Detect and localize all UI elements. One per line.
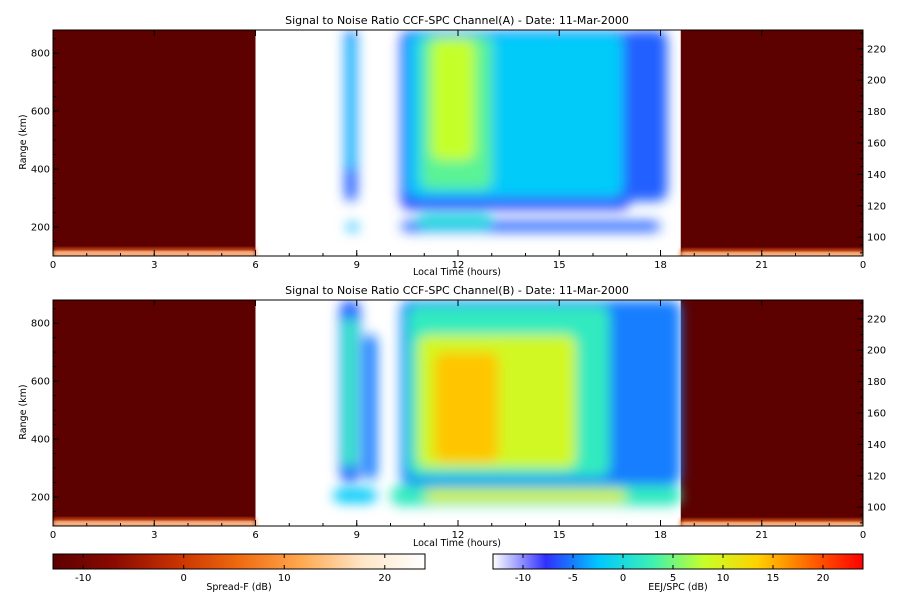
colorbar-tick-label: 0 [620, 573, 626, 584]
colorbar-tick-label: 20 [378, 573, 391, 584]
colorbar-spread-f-label: Spread-F (dB) [206, 582, 271, 593]
heatmap-body [53, 30, 863, 256]
night-region [53, 30, 256, 256]
x-tick-label: 21 [755, 530, 768, 541]
x-tick-label: 0 [50, 260, 56, 271]
y2-tick-label: 100 [867, 233, 886, 244]
echo-layer [344, 30, 668, 232]
y-tick-label: 800 [31, 49, 50, 60]
colorbar-tick-label: -5 [568, 573, 578, 584]
panel-b-plot: 0 3 6 9 12 15 18 21 0 200 400 600 800 100 120 140 160 180… [31, 299, 886, 541]
y2-tick-label: 220 [867, 314, 886, 325]
spread-f-streak-core [680, 252, 863, 256]
colorbar-spread-f: Spread-F (dB) -10 0 10 20 [52, 553, 426, 593]
panel-a-plot: 0 3 6 9 12 15 18 21 0 200 400 600 800 100 120 140 160 180… [31, 29, 886, 271]
y2-tick-label: 140 [867, 440, 886, 451]
echo-region [343, 317, 357, 469]
night-region [53, 300, 256, 526]
x-tick-label: 12 [452, 260, 465, 271]
echo-layer [333, 300, 681, 506]
x-tick-label: 9 [354, 530, 360, 541]
y-tick-label: 400 [31, 165, 50, 176]
y-tick-label: 200 [31, 223, 50, 234]
colorbar-tick-label: 20 [817, 573, 830, 584]
x-tick-label: 0 [860, 530, 866, 541]
y2-tick-label: 180 [867, 107, 886, 118]
colorbar-eej-spc-bar [492, 553, 864, 570]
x-tick-label: 15 [553, 530, 566, 541]
echo-region [333, 488, 377, 503]
x-tick-label: 3 [151, 260, 157, 271]
x-tick-label: 6 [252, 530, 258, 541]
echo-region [347, 35, 355, 170]
echo-region [363, 334, 377, 480]
x-tick-label: 18 [654, 530, 667, 541]
y2-tick-label: 180 [867, 377, 886, 388]
panel-channel-a: Signal to Noise Ratio CCF-SPC Channel(A)… [18, 14, 886, 278]
panel-b-ylabel: Range (km) [18, 384, 29, 439]
y2-tick-label: 120 [867, 471, 886, 482]
colorbar-spread-f-bar [52, 553, 426, 570]
night-region [680, 300, 863, 526]
colorbar-tick-label: 15 [767, 573, 780, 584]
y2-tick-label: 100 [867, 503, 886, 514]
colorbar-tick-label: 10 [278, 573, 291, 584]
colorbar-tick-label: -10 [75, 573, 91, 584]
y-tick-label: 800 [31, 319, 50, 330]
echo-region [417, 213, 492, 229]
colorbar-tick-label: 10 [717, 573, 730, 584]
y2-tick-label: 200 [867, 346, 886, 357]
echo-region [623, 30, 668, 201]
y-tick-label: 400 [31, 435, 50, 446]
y2-tick-label: 160 [867, 139, 886, 150]
echo-region [431, 38, 475, 161]
x-tick-label: 0 [50, 530, 56, 541]
panel-a-title: Signal to Noise Ratio CCF-SPC Channel(A)… [285, 14, 629, 27]
x-tick-label: 15 [553, 260, 566, 271]
heatmap-body [53, 300, 863, 526]
y2-tick-label: 120 [867, 201, 886, 212]
y2-tick-label: 200 [867, 76, 886, 87]
echo-region [434, 352, 499, 463]
x-tick-label: 0 [860, 260, 866, 271]
panel-b-title: Signal to Noise Ratio CCF-SPC Channel(B)… [285, 284, 629, 297]
colorbar-tick-label: -10 [515, 573, 531, 584]
colorbar-eej-spc-label: EEJ/SPC (dB) [648, 582, 707, 593]
y-tick-label: 600 [31, 107, 50, 118]
colorbar-tick-label: 0 [181, 573, 187, 584]
panel-channel-b: Signal to Noise Ratio CCF-SPC Channel(B)… [18, 284, 886, 549]
y2-tick-label: 140 [867, 170, 886, 181]
panel-b-xlabel: Local Time (hours) [413, 538, 501, 549]
panel-a-ylabel: Range (km) [18, 114, 29, 169]
y-tick-label: 200 [31, 493, 50, 504]
x-tick-label: 18 [654, 260, 667, 271]
spread-f-streak-core [680, 522, 863, 526]
y2-tick-label: 220 [867, 44, 886, 55]
x-tick-label: 12 [452, 530, 465, 541]
y2-tick-label: 160 [867, 409, 886, 420]
colorbar-eej-spc: EEJ/SPC (dB) -10 -5 0 5 10 15 20 [492, 553, 864, 593]
x-tick-label: 21 [755, 260, 768, 271]
x-tick-label: 9 [354, 260, 360, 271]
x-tick-label: 6 [252, 260, 258, 271]
echo-region [424, 489, 627, 502]
y-tick-label: 600 [31, 377, 50, 388]
night-region [680, 30, 863, 256]
x-tick-label: 3 [151, 530, 157, 541]
panel-a-xlabel: Local Time (hours) [413, 267, 501, 278]
echo-region [346, 222, 359, 232]
colorbar-tick-label: 5 [670, 573, 676, 584]
